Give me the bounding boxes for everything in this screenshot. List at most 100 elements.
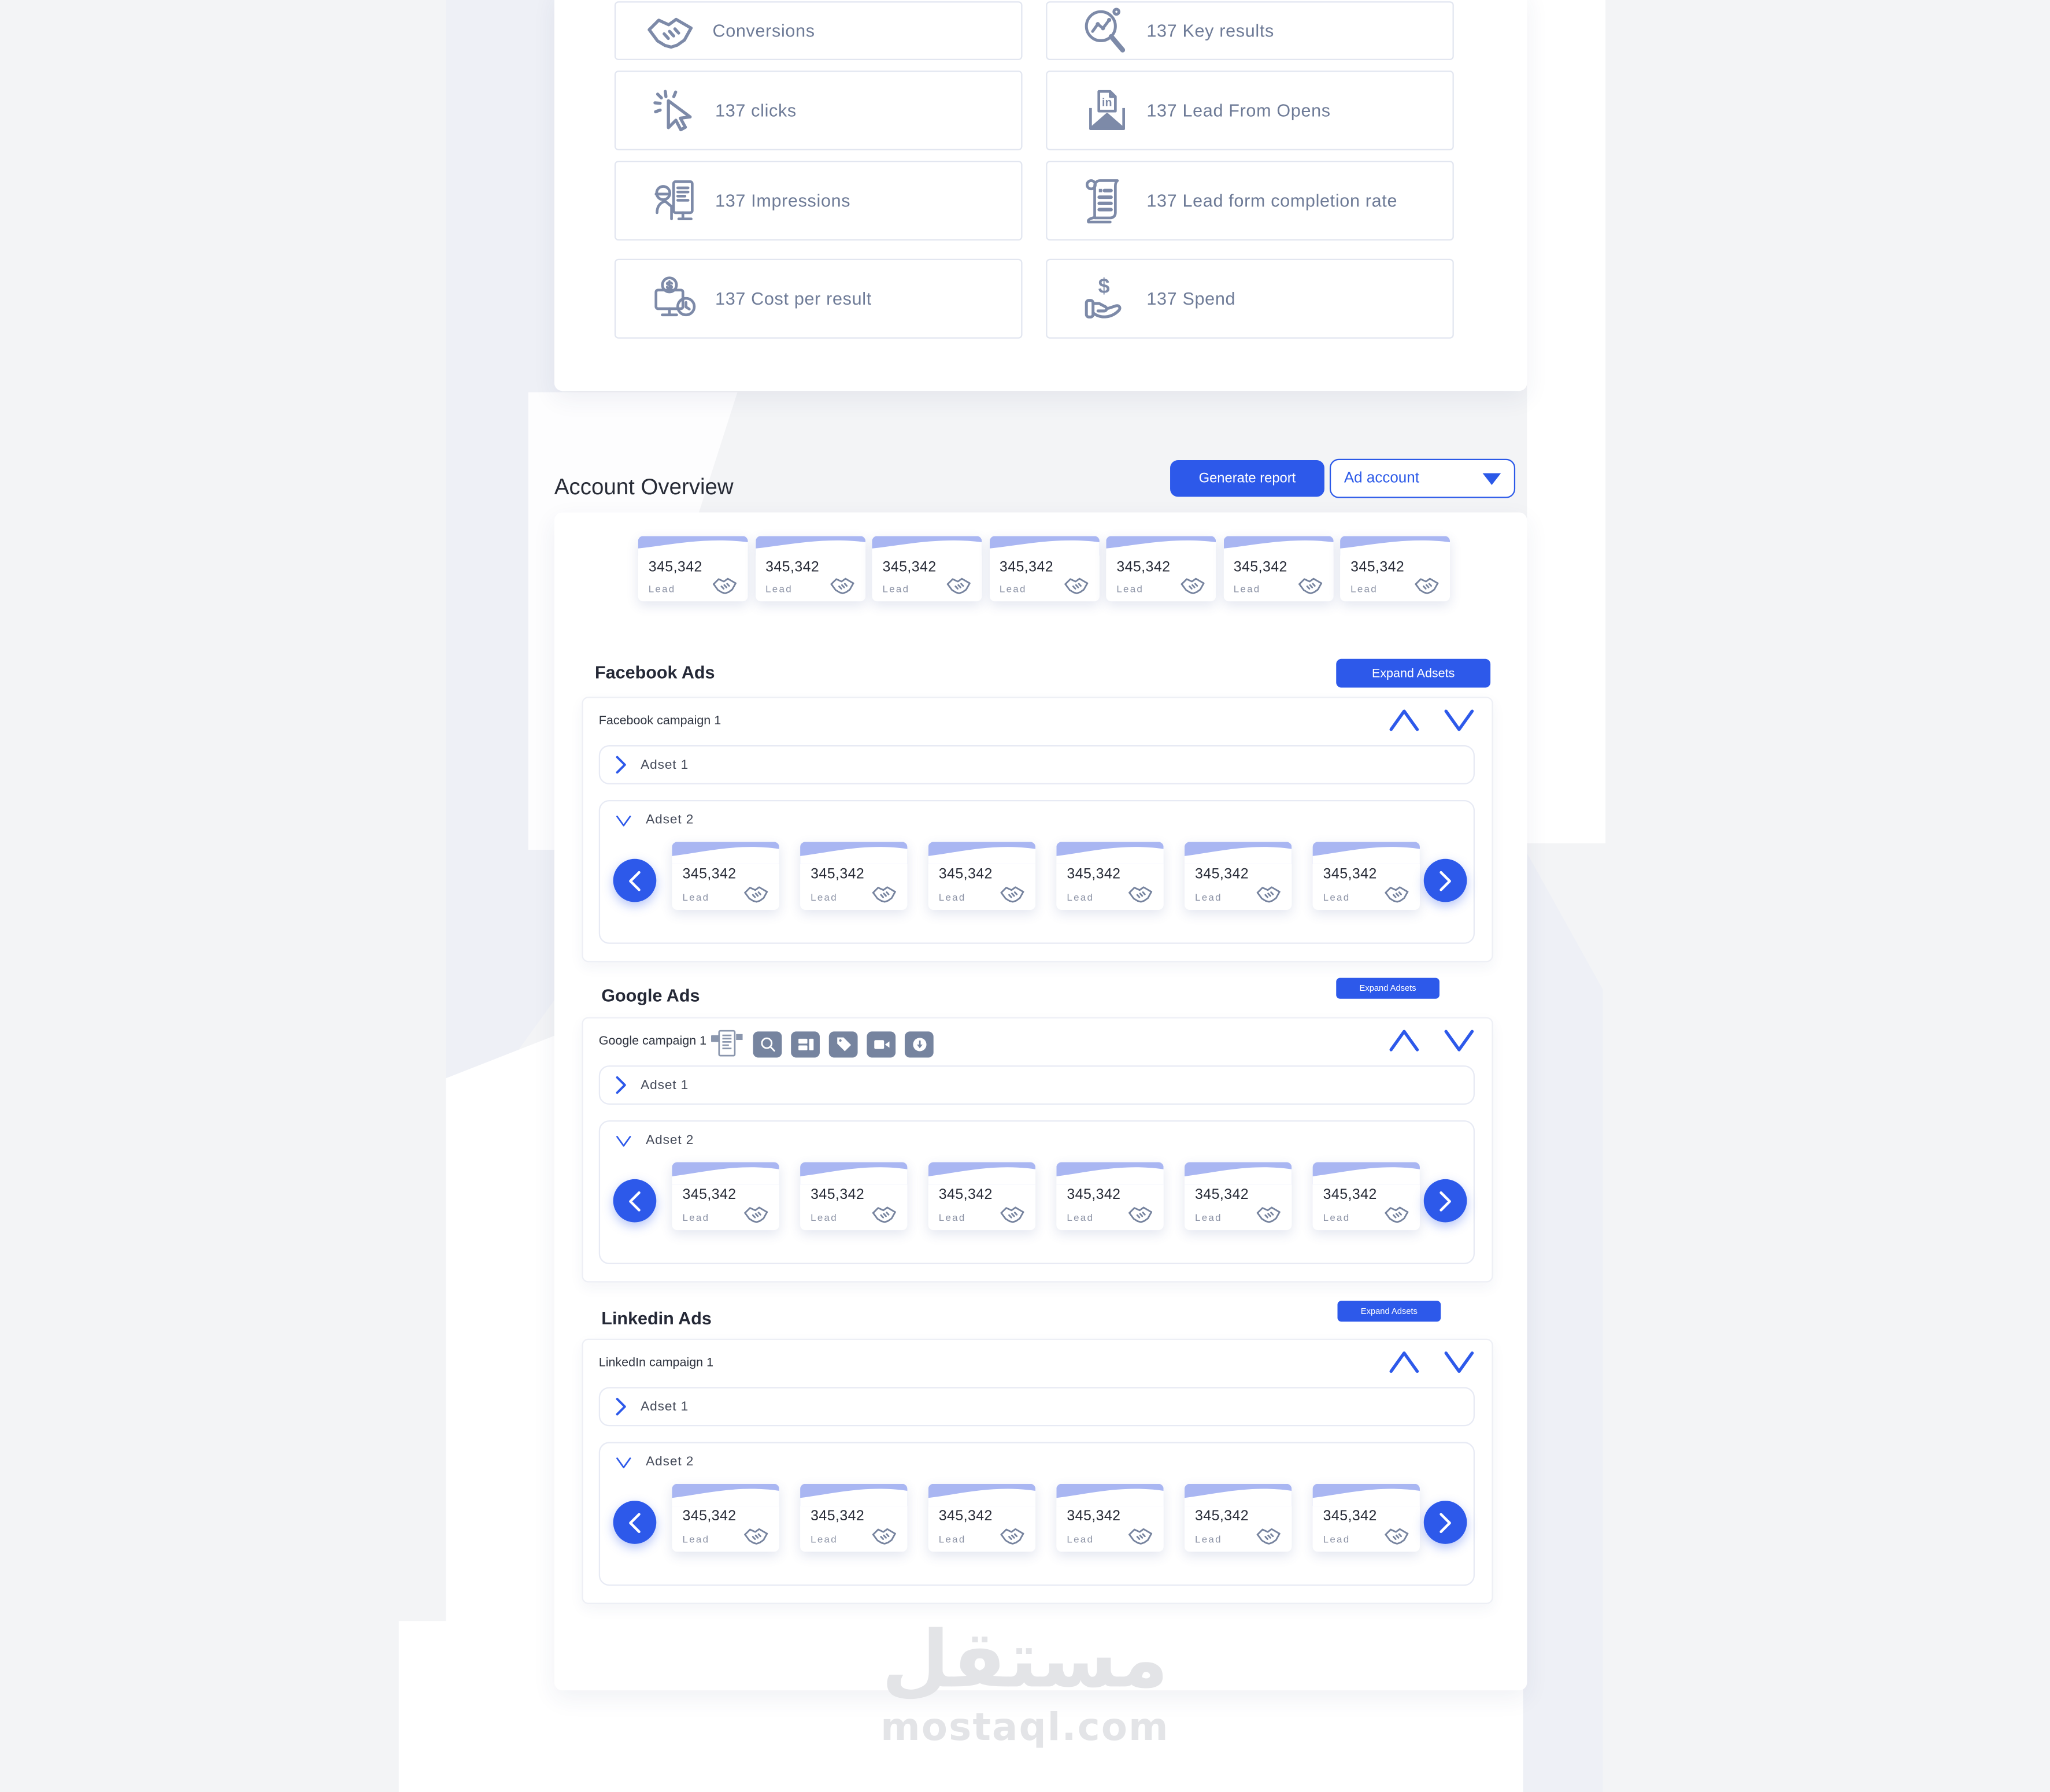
lead-stat-card[interactable]: 345,342 Lead: [1184, 1483, 1292, 1552]
metric-card-lead-form-completion[interactable]: 137 Lead form completion rate: [1046, 161, 1454, 241]
lead-stat-card[interactable]: 345,342 Lead: [1184, 842, 1292, 910]
lead-stat-card[interactable]: 345,342 Lead: [928, 1162, 1036, 1231]
metric-card-cost-per-result[interactable]: 137 Cost per result: [614, 258, 1023, 339]
carousel-prev-button[interactable]: [613, 1179, 657, 1223]
stat-value: 345,342: [1195, 867, 1249, 883]
lead-stat-card[interactable]: 345,342 Lead: [1056, 1162, 1164, 1231]
wave-decoration: [1056, 1484, 1163, 1506]
handshake-icon: [1256, 1204, 1282, 1224]
lead-stat-card[interactable]: 345,342 Lead: [1340, 536, 1450, 602]
lead-stat-card[interactable]: 345,342 Lead: [1184, 1162, 1292, 1231]
stat-label: Lead: [811, 1212, 838, 1224]
generate-report-button[interactable]: Generate report: [1170, 460, 1324, 497]
lead-stat-card[interactable]: 345,342 Lead: [672, 1483, 779, 1552]
lead-stat-card[interactable]: 345,342 Lead: [928, 842, 1036, 910]
expand-adsets-button-google[interactable]: Expand Adsets: [1336, 978, 1440, 999]
lead-stat-card[interactable]: 345,342 Lead: [800, 1483, 908, 1552]
handshake-icon: [872, 884, 898, 904]
collapse-campaign-icon[interactable]: [1387, 707, 1421, 733]
ad-account-dropdown[interactable]: Ad account: [1329, 458, 1516, 498]
collapse-campaign-icon[interactable]: [1387, 1028, 1421, 1054]
lead-stat-card[interactable]: 345,342 Lead: [872, 536, 982, 602]
adset-label: Adset 2: [646, 1133, 694, 1148]
lead-stat-card[interactable]: 345,342 Lead: [1106, 536, 1216, 602]
metric-card-key-results[interactable]: 137 Key results: [1046, 1, 1454, 61]
ad-cards-carousel: 345,342 Lead 345,342 Lead 345,342 Lead 3…: [672, 842, 1420, 910]
carousel-prev-button[interactable]: [613, 1501, 657, 1544]
stat-label: Lead: [811, 891, 838, 904]
handshake-icon: [1385, 1204, 1411, 1224]
expand-campaign-icon[interactable]: [1442, 1349, 1476, 1375]
expand-adsets-button-linkedin[interactable]: Expand Adsets: [1337, 1301, 1441, 1322]
metric-card-spend[interactable]: 137 Spend: [1046, 258, 1454, 339]
envelope-linkedin-icon: [1081, 86, 1131, 135]
stat-value: 345,342: [682, 1187, 737, 1203]
handshake-icon: [1000, 884, 1026, 904]
wave-decoration: [1340, 536, 1450, 556]
adset-header[interactable]: Adset 2: [615, 1134, 694, 1148]
metric-card-lead-from-opens[interactable]: 137 Lead From Opens: [1046, 71, 1454, 151]
stat-label: Lead: [1195, 1212, 1222, 1224]
carousel-prev-button[interactable]: [613, 858, 657, 902]
wave-decoration: [1313, 842, 1420, 864]
metric-card-impressions[interactable]: 137 Impressions: [614, 161, 1023, 241]
handshake-icon: [744, 1204, 770, 1224]
search-ad-icon: [753, 1031, 782, 1057]
overview-stats-row: 345,342 Lead 345,342 Lead 345,342 Lead 3…: [638, 536, 1450, 602]
click-cursor-icon: [650, 86, 700, 135]
google-campaign-type-icons: [710, 1029, 934, 1059]
wave-decoration: [928, 842, 1035, 864]
lead-stat-card[interactable]: 345,342 Lead: [1056, 1483, 1164, 1552]
carousel-next-button[interactable]: [1423, 858, 1467, 902]
page-title: Account Overview: [554, 474, 734, 499]
lead-stat-card[interactable]: 345,342 Lead: [672, 842, 779, 910]
lead-stat-card[interactable]: 345,342 Lead: [672, 1162, 779, 1231]
stat-value: 345,342: [1195, 1187, 1249, 1203]
metric-card-conversions[interactable]: Conversions: [614, 1, 1023, 61]
campaign-card-google: Google campaign 1 Adset 1 Adset: [582, 1017, 1493, 1283]
adset-row-collapsed[interactable]: Adset 1: [598, 1065, 1475, 1105]
handshake-icon: [713, 575, 739, 595]
video-ad-icon: [867, 1031, 896, 1057]
lead-stat-card[interactable]: 345,342 Lead: [755, 536, 865, 602]
carousel-next-button[interactable]: [1423, 1179, 1467, 1223]
metric-label: 137 clicks: [715, 101, 797, 121]
lead-stat-card[interactable]: 345,342 Lead: [800, 1162, 908, 1231]
metric-card-clicks[interactable]: 137 clicks: [614, 71, 1023, 151]
expand-campaign-icon[interactable]: [1442, 1028, 1476, 1054]
chevron-left-icon: [628, 870, 642, 891]
lead-stat-card[interactable]: 345,342 Lead: [928, 1483, 1036, 1552]
expand-campaign-icon[interactable]: [1442, 707, 1476, 733]
section-title-facebook: Facebook Ads: [594, 662, 715, 683]
campaign-name: LinkedIn campaign 1: [598, 1356, 714, 1371]
adset-row-collapsed[interactable]: Adset 1: [598, 745, 1475, 784]
handshake-icon: [1128, 1204, 1154, 1224]
wave-decoration: [672, 1484, 779, 1506]
lead-stat-card[interactable]: 345,342 Lead: [989, 536, 1099, 602]
lead-stat-card[interactable]: 345,342 Lead: [1223, 536, 1333, 602]
adset-header[interactable]: Adset 2: [615, 813, 694, 828]
chevron-down-icon: [615, 1456, 633, 1469]
chevron-right-icon: [615, 1076, 628, 1094]
lead-stat-card[interactable]: 345,342 Lead: [638, 536, 748, 602]
stat-value: 345,342: [648, 559, 702, 576]
lead-stat-card[interactable]: 345,342 Lead: [1056, 842, 1164, 910]
stat-value: 345,342: [1323, 1508, 1377, 1524]
stat-label: Lead: [882, 583, 910, 595]
wave-decoration: [1056, 1162, 1163, 1184]
stat-label: Lead: [999, 583, 1027, 595]
lead-stat-card[interactable]: 345,342 Lead: [800, 842, 908, 910]
adset-row-collapsed[interactable]: Adset 1: [598, 1387, 1475, 1427]
bg-diagonal-band-right: [1518, 836, 1603, 1792]
lead-stat-card[interactable]: 345,342 Lead: [1312, 1483, 1420, 1552]
expand-adsets-button-facebook[interactable]: Expand Adsets: [1336, 658, 1491, 688]
lead-stat-card[interactable]: 345,342 Lead: [1312, 842, 1420, 910]
adset-header[interactable]: Adset 2: [615, 1455, 694, 1469]
carousel-next-button[interactable]: [1423, 1501, 1467, 1544]
collapse-campaign-icon[interactable]: [1387, 1349, 1421, 1375]
handshake-icon: [1298, 575, 1324, 595]
chevron-left-icon: [628, 1190, 642, 1211]
lead-stat-card[interactable]: 345,342 Lead: [1312, 1162, 1420, 1231]
chevron-right-icon: [1438, 1512, 1453, 1532]
